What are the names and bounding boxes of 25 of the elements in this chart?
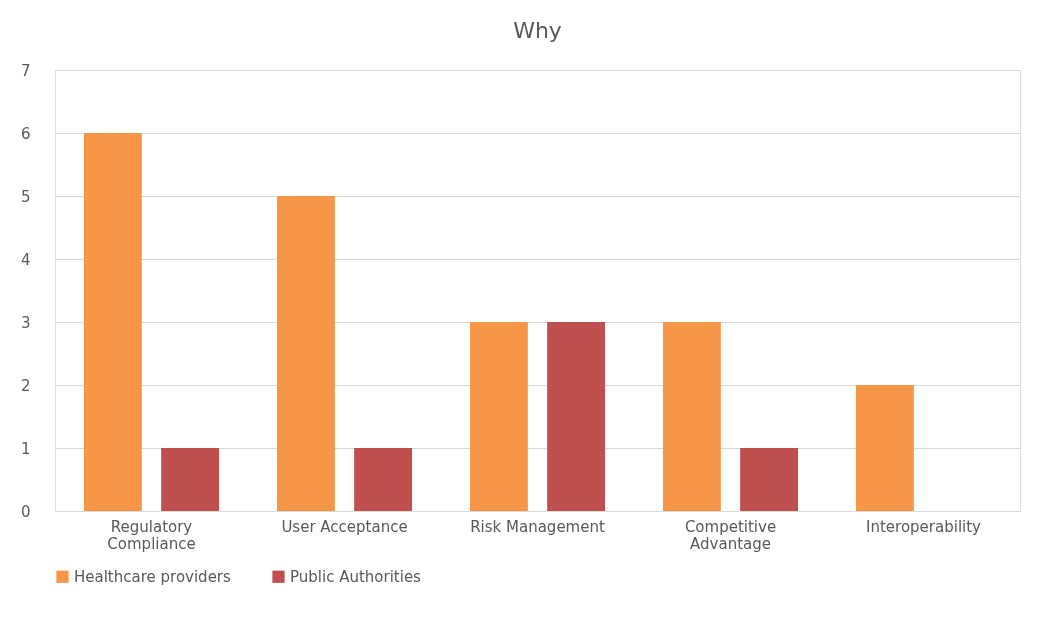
y-tick-label: 3: [20, 313, 31, 332]
bar: [469, 322, 528, 511]
bar: [547, 322, 606, 511]
bar: [354, 448, 413, 511]
bar: [161, 448, 220, 511]
x-tick-label: Competitive Advantage: [684, 517, 777, 553]
legend-label: Healthcare providers: [74, 567, 232, 586]
bar: [740, 448, 799, 511]
bar: [855, 385, 914, 511]
legend-label: Public Authorities: [290, 567, 422, 586]
y-tick-label: 5: [20, 187, 31, 206]
y-tick-label: 6: [20, 124, 31, 143]
bar: [83, 133, 142, 511]
y-tick-label: 4: [20, 250, 31, 269]
y-tick-label: 2: [20, 376, 31, 395]
bar: [276, 196, 335, 511]
x-tick-label: Regulatory Compliance: [107, 517, 196, 553]
y-tick-label: 7: [20, 61, 31, 80]
bar: [662, 322, 721, 511]
y-tick-label: 1: [20, 439, 31, 458]
chart-title: Why: [513, 18, 562, 43]
x-tick-label: Risk Management: [470, 517, 605, 536]
y-tick-label: 0: [20, 502, 31, 521]
x-tick-label: User Acceptance: [281, 517, 408, 536]
x-tick-label: Interoperability: [866, 517, 982, 536]
